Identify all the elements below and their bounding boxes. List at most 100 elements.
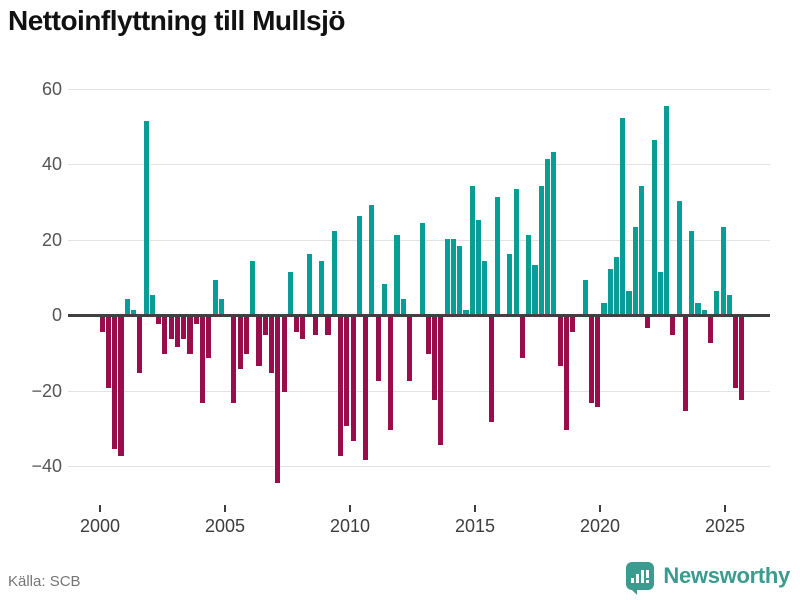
bar-2002Q3: [162, 316, 168, 355]
x-axis-tick-2000: [99, 505, 101, 512]
bar-2022Q4: [670, 316, 676, 336]
gridline-60: [68, 88, 770, 90]
bar-2024Q4: [720, 227, 726, 314]
bar-2014Q1: [450, 238, 456, 314]
bar-2008Q3: [312, 316, 318, 336]
bar-2019Q4: [595, 316, 601, 408]
gridline--20: [68, 390, 770, 392]
bar-2013Q3: [438, 316, 444, 445]
bar-2025Q3: [739, 316, 745, 400]
y-axis-label-20: 20: [41, 229, 62, 250]
source-attribution: Källa: SCB: [8, 573, 81, 590]
bar-2023Q3: [689, 230, 695, 314]
chart-title: Nettoinflyttning till Mullsjö: [8, 5, 346, 36]
bar-2020Q3: [613, 257, 620, 314]
x-axis-label-2025: 2025: [704, 516, 746, 536]
bar-2001Q3: [137, 316, 143, 374]
bar-2003Q3: [187, 316, 193, 355]
bar-2021Q2: [632, 227, 638, 314]
x-axis-label-2000: 2000: [79, 516, 121, 536]
y-axis-label-0: 0: [51, 305, 62, 325]
bar-2011Q2: [381, 283, 387, 314]
bar-2002Q2: [156, 316, 162, 325]
bar-2006Q2: [256, 316, 262, 366]
bar-2001Q1: [124, 298, 130, 314]
bar-2017Q2: [532, 264, 538, 314]
bar-2003Q1: [174, 316, 180, 347]
brand-name: Newsworthy: [663, 563, 790, 588]
bar-2002Q1: [149, 295, 155, 314]
bar-2024Q2: [708, 316, 714, 343]
bar-2009Q1: [325, 316, 331, 336]
bar-2014Q2: [457, 246, 463, 314]
brand-logo: Newsworthy: [626, 562, 790, 595]
x-axis-label-2020: 2020: [579, 516, 621, 536]
y-axis-label-40: 40: [41, 154, 62, 174]
bar-2014Q4: [469, 185, 475, 314]
bar-2010Q2: [356, 215, 362, 314]
bar-2003Q2: [181, 316, 187, 340]
bar-2019Q3: [588, 316, 594, 404]
bar-2015Q4: [494, 196, 500, 314]
y-axis-label-60: 60: [41, 78, 62, 99]
gridline--40: [68, 466, 770, 467]
bar-2013Q1: [425, 316, 431, 355]
bar-2004Q3: [212, 280, 218, 314]
bar-2018Q3: [563, 316, 569, 430]
bar-2014Q3: [463, 310, 469, 314]
bar-2007Q1: [275, 316, 281, 483]
bar-2024Q1: [701, 310, 707, 314]
bar-2008Q1: [300, 316, 306, 340]
bar-2018Q2: [557, 316, 563, 366]
bar-2000Q2: [105, 316, 112, 389]
bar-2016Q3: [513, 189, 519, 314]
bar-2006Q4: [268, 316, 275, 374]
bar-2021Q1: [626, 291, 632, 314]
bar-2005Q3: [237, 316, 243, 370]
bar-2016Q4: [519, 316, 525, 359]
y-axis-label--20: −20: [31, 380, 62, 401]
x-axis-label-2010: 2010: [329, 516, 371, 536]
bar-2013Q2: [432, 316, 438, 400]
bar-2016Q2: [507, 253, 513, 314]
x-axis-tick-2015: [474, 505, 476, 512]
bar-2012Q1: [400, 298, 406, 314]
bar-2012Q4: [419, 223, 425, 314]
bar-2000Q4: [118, 316, 124, 457]
bar-2002Q4: [168, 316, 174, 340]
logo-bar-large: [641, 570, 645, 583]
bar-2019Q2: [582, 280, 588, 314]
logo-exclamation-stem: [646, 570, 650, 578]
bar-2007Q2: [281, 316, 287, 392]
bar-2005Q2: [231, 316, 237, 404]
bar-2017Q3: [538, 185, 544, 314]
bar-2011Q3: [388, 316, 394, 430]
bar-2006Q3: [262, 316, 268, 336]
logo-exclamation-dot: [646, 580, 650, 583]
x-axis-zero-line: [68, 313, 770, 317]
bar-2008Q4: [319, 261, 325, 314]
bar-2005Q4: [243, 316, 249, 355]
bar-2018Q4: [570, 316, 576, 332]
bar-2020Q4: [620, 117, 626, 314]
x-axis-label-2005: 2005: [204, 516, 246, 536]
bar-2010Q4: [369, 204, 375, 314]
bar-2015Q2: [482, 261, 488, 314]
y-axis-label--40: −40: [31, 456, 62, 476]
bar-2006Q1: [250, 261, 256, 314]
x-axis-label-2015: 2015: [454, 516, 496, 536]
bar-2025Q1: [726, 295, 732, 314]
bar-2015Q1: [475, 219, 482, 314]
bar-2023Q2: [682, 316, 689, 411]
bar-2001Q4: [143, 121, 149, 314]
bar-2001Q2: [131, 310, 137, 314]
bar-2004Q2: [206, 316, 212, 359]
logo-bar-small: [631, 578, 635, 583]
bar-2004Q4: [218, 298, 224, 314]
bar-2023Q1: [676, 200, 682, 314]
bar-2004Q1: [200, 316, 206, 404]
bar-2015Q3: [488, 316, 494, 423]
bar-2022Q1: [651, 140, 657, 314]
